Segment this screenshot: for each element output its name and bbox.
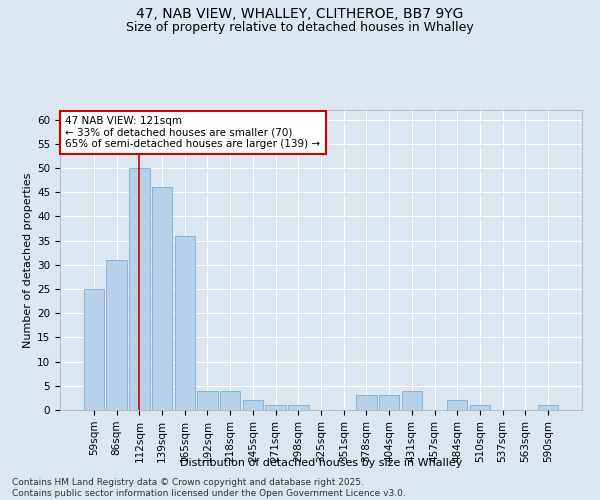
Bar: [401, 390, 422, 410]
Bar: [288, 405, 308, 410]
Y-axis label: Number of detached properties: Number of detached properties: [23, 172, 33, 348]
Bar: [106, 260, 127, 410]
Bar: [152, 188, 172, 410]
Bar: [538, 405, 558, 410]
Bar: [242, 400, 263, 410]
Text: 47 NAB VIEW: 121sqm
← 33% of detached houses are smaller (70)
65% of semi-detach: 47 NAB VIEW: 121sqm ← 33% of detached ho…: [65, 116, 320, 149]
Text: Contains HM Land Registry data © Crown copyright and database right 2025.
Contai: Contains HM Land Registry data © Crown c…: [12, 478, 406, 498]
Bar: [84, 289, 104, 410]
Bar: [197, 390, 218, 410]
Bar: [379, 396, 400, 410]
Bar: [175, 236, 195, 410]
Bar: [220, 390, 241, 410]
Bar: [265, 405, 286, 410]
Bar: [447, 400, 467, 410]
Text: 47, NAB VIEW, WHALLEY, CLITHEROE, BB7 9YG: 47, NAB VIEW, WHALLEY, CLITHEROE, BB7 9Y…: [136, 8, 464, 22]
Bar: [470, 405, 490, 410]
Text: Size of property relative to detached houses in Whalley: Size of property relative to detached ho…: [126, 21, 474, 34]
Bar: [356, 396, 377, 410]
Text: Distribution of detached houses by size in Whalley: Distribution of detached houses by size …: [180, 458, 462, 468]
Bar: [129, 168, 149, 410]
